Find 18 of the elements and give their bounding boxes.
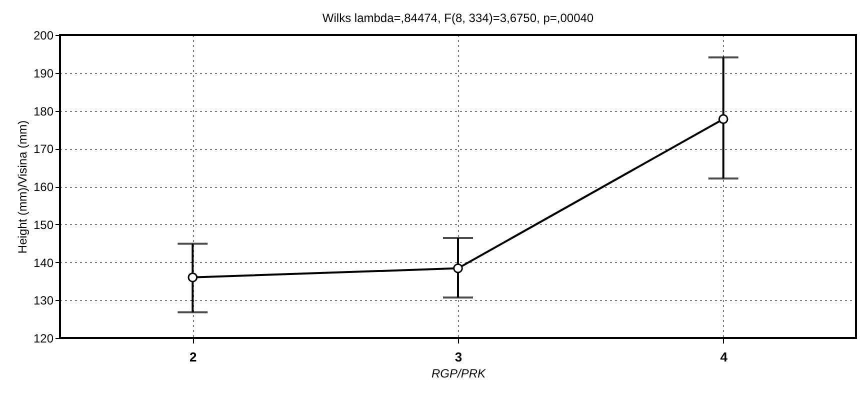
y-tick-label: 170 (33, 142, 54, 156)
y-tick-label: 140 (33, 256, 54, 270)
chart-title: Wilks lambda=,84474, F(8, 334)=3,6750, p=,00040 (322, 11, 594, 25)
y-tick-label: 190 (33, 66, 54, 80)
point (718, 114, 728, 124)
y-axis-title: Height (mm)/Visina (mm) (15, 120, 30, 254)
y-tick-label: 160 (33, 180, 54, 194)
x-tick-label: 4 (720, 350, 728, 364)
y-tick-label: 130 (33, 294, 54, 308)
x-tick-label: 2 (190, 350, 197, 364)
y-tick-label: 180 (33, 104, 54, 118)
point (453, 263, 463, 274)
x-axis-title: RGP/PRK (431, 366, 486, 380)
y-tick-label: 150 (33, 218, 54, 232)
x-tick-label: 3 (454, 350, 462, 364)
y-tick-label: 200 (33, 28, 54, 42)
point (188, 272, 198, 282)
y-tick-label: 120 (33, 332, 54, 346)
